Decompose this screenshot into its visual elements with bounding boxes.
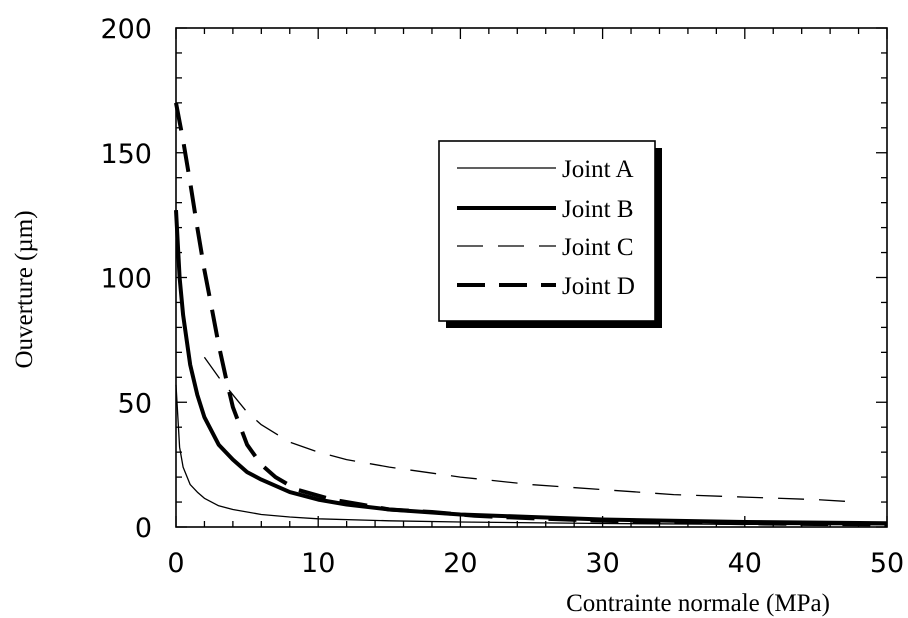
legend-box [438,140,656,322]
x-tick-label: 40 [728,548,762,579]
legend-label-joint-c: Joint C [562,234,634,261]
legend: Joint A Joint B Joint C Joint D [438,140,662,328]
labels-layer: 0 10 20 30 40 50 0 50 100 150 200 [100,14,904,579]
legend-label-joint-d: Joint D [562,273,635,300]
series-line-joint-a [175,384,888,526]
y-tick-label: 50 [118,388,152,419]
y-tick-label: 0 [135,513,152,544]
x-tick-label: 20 [443,548,477,579]
x-tick-label: 0 [167,548,184,579]
legend-label-joint-a: Joint A [562,156,634,183]
y-tick-label: 100 [100,264,152,295]
lines-layer [174,102,888,527]
plot-frame [175,27,888,528]
legend-label-joint-b: Joint B [562,196,634,223]
series-line-joint-d [174,102,888,527]
x-tick-label: 50 [870,548,904,579]
x-tick-label: 10 [301,548,335,579]
y-tick-label: 150 [100,139,152,170]
y-axis-title: Ouverture (µm) [11,210,38,368]
y-tick-label: 200 [100,14,152,45]
x-axis-title: Contrainte normale (MPa) [566,590,830,617]
series-line-joint-c [203,356,859,503]
x-tick-label: 30 [585,548,619,579]
